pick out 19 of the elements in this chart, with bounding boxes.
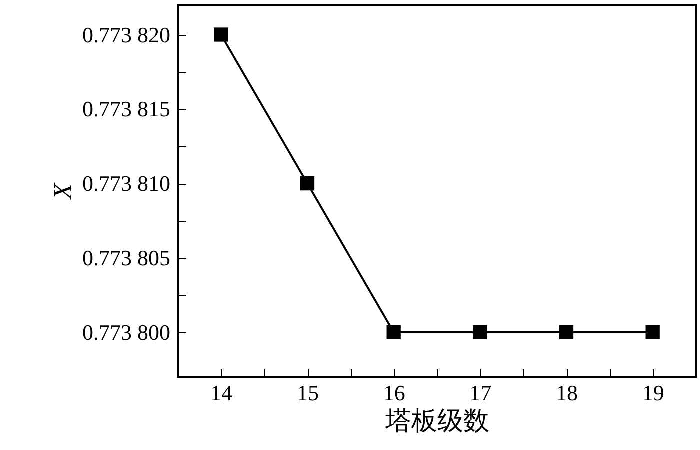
x-tick-label: 18 <box>556 380 578 406</box>
point <box>559 325 574 340</box>
point <box>386 325 401 340</box>
point <box>300 176 315 191</box>
x-tick-label: 15 <box>297 380 319 406</box>
point <box>214 28 228 42</box>
point <box>473 325 488 340</box>
x-tick-label: 19 <box>642 380 664 406</box>
y-tick-label: 0.773 800 <box>82 320 170 345</box>
y-tick-label: 0.773 820 <box>82 22 170 48</box>
x-axis-title: 塔板级数 <box>384 406 490 436</box>
y-tick-label: 0.773 805 <box>82 245 170 270</box>
x-tick-label: 17 <box>470 380 492 406</box>
point <box>646 325 660 340</box>
y-tick-label: 0.773 815 <box>82 96 170 122</box>
x-tick-label: 16 <box>383 380 406 406</box>
y-tick-label: 0.773 810 <box>82 171 170 196</box>
y-axis-title: X <box>48 182 78 200</box>
x-tick-label: 14 <box>210 380 233 406</box>
